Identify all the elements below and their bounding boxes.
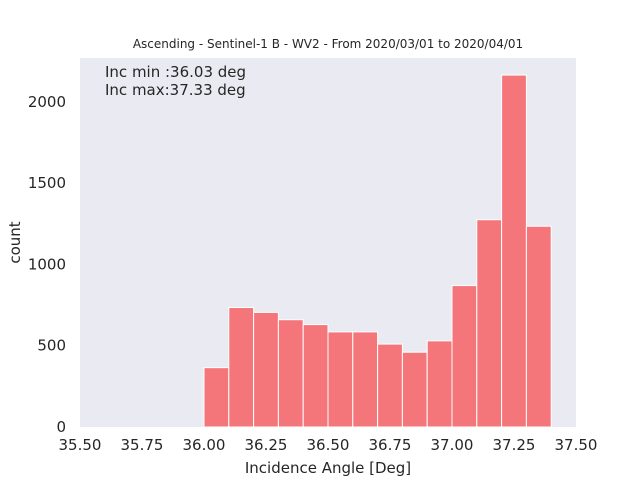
y-tick-label: 2000 xyxy=(28,93,66,111)
histogram-bar xyxy=(401,351,428,428)
x-tick-label: 36.75 xyxy=(369,436,412,454)
y-tick-label: 1000 xyxy=(28,255,66,273)
inc-min-annotation: Inc min :36.03 deg xyxy=(105,63,246,81)
histogram-bar xyxy=(426,340,453,428)
x-tick-label: 36.25 xyxy=(245,436,288,454)
histogram-bar xyxy=(302,324,329,428)
histogram-bar xyxy=(377,343,403,428)
x-tick-label: 37.50 xyxy=(555,436,598,454)
histogram-bar xyxy=(277,319,304,428)
histogram-bar xyxy=(501,74,527,428)
histogram-bar xyxy=(476,219,503,428)
y-tick-label: 0 xyxy=(56,418,66,436)
x-tick-label: 36.50 xyxy=(307,436,350,454)
x-tick-label: 35.50 xyxy=(59,436,102,454)
x-tick-label: 37.00 xyxy=(431,436,474,454)
x-tick-label: 35.75 xyxy=(121,436,164,454)
y-tick-label: 1500 xyxy=(28,174,66,192)
histogram-bar xyxy=(253,311,279,428)
histogram-bar xyxy=(203,367,230,428)
histogram-bar xyxy=(525,225,552,428)
y-axis-label: count xyxy=(6,221,24,263)
histogram-bar xyxy=(327,331,354,428)
y-tick-label: 500 xyxy=(37,337,66,355)
x-tick-label: 36.00 xyxy=(183,436,226,454)
histogram-bar xyxy=(451,285,478,428)
histogram-bar xyxy=(228,307,255,428)
x-tick-label: 37.25 xyxy=(493,436,536,454)
x-axis-label: Incidence Angle [Deg] xyxy=(245,459,411,477)
inc-max-annotation: Inc max:37.33 deg xyxy=(105,81,246,99)
histogram-bar xyxy=(352,331,379,428)
chart-title: Ascending - Sentinel-1 B - WV2 - From 20… xyxy=(133,37,523,51)
